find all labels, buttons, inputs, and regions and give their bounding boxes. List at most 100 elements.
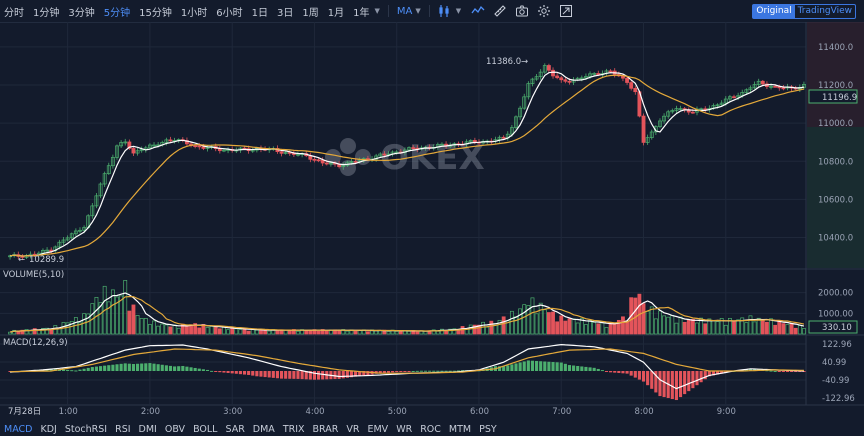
view-tradingview-button[interactable]: TradingView (797, 6, 852, 16)
camera-icon[interactable] (514, 3, 530, 19)
ruler-icon[interactable] (492, 3, 508, 19)
volume-bar (164, 324, 169, 335)
macd-bar (275, 371, 279, 379)
indicator-tab-rsi[interactable]: RSI (115, 424, 131, 435)
indicator-tab-psy[interactable]: PSY (479, 424, 497, 435)
candle-body (119, 142, 124, 147)
macd-bar (296, 371, 300, 379)
chevron-down-icon[interactable]: ▼ (455, 7, 462, 15)
volume-bar (707, 318, 712, 335)
indicator-dropdown[interactable]: MA ▼ (393, 6, 425, 17)
candle-body (139, 149, 144, 152)
candle-body (57, 241, 62, 248)
macd-bar (391, 371, 395, 373)
candle-body (518, 107, 523, 118)
macd-bar (127, 363, 131, 371)
volume-bar (670, 314, 675, 335)
timeframe-3[interactable]: 5分钟 (103, 7, 131, 19)
timeframe-2[interactable]: 3分钟 (68, 7, 95, 19)
timeframe-5[interactable]: 1小时 (180, 7, 208, 19)
candle-body (193, 145, 198, 147)
indicator-tab-macd[interactable]: MACD (4, 424, 33, 435)
macd-bar (403, 371, 407, 372)
macd-bar (279, 371, 284, 379)
indicator-tab-obv[interactable]: OBV (164, 424, 186, 435)
volume-bar (435, 330, 440, 335)
candle-body (690, 111, 695, 114)
candle-body (530, 78, 535, 85)
macd-bar (448, 370, 452, 372)
indicator-tab-trix[interactable]: TRIX (282, 424, 305, 435)
indicator-tab-brar[interactable]: BRAR (312, 424, 339, 435)
timeframe-8[interactable]: 3日 (276, 7, 294, 19)
volume-bar (719, 318, 724, 335)
timeframe-6[interactable]: 6小时 (216, 7, 243, 19)
macd-bar (308, 371, 312, 380)
timeframe-9[interactable]: 1周 (302, 7, 319, 19)
volume-bar (205, 326, 210, 335)
candle-body (152, 144, 156, 147)
chart-type-icon[interactable] (437, 3, 453, 19)
indicator-tab-sar[interactable]: SAR (225, 424, 245, 435)
macd-bar (785, 371, 790, 372)
indicator-tab-dma[interactable]: DMA (252, 424, 275, 435)
candle-body (316, 159, 321, 162)
indicator-tab-vr[interactable]: VR (346, 424, 360, 435)
candle-body (407, 147, 411, 151)
volume-bar (139, 318, 144, 335)
volume-bar (296, 330, 300, 335)
price-candles (8, 63, 806, 261)
macd-bar (633, 371, 637, 378)
volume-bar (797, 325, 802, 335)
volume-bar (127, 310, 132, 335)
settings-icon[interactable] (536, 3, 552, 19)
timeframe-0[interactable]: 分时 (4, 7, 24, 19)
candle-body (666, 111, 671, 117)
timeframe-7[interactable]: 1日 (251, 7, 268, 19)
candlestick-chart[interactable]: OKEX 11400.0 11200.0 11000.0 10800.0 10600.0… (0, 22, 864, 423)
timeframe-11[interactable]: 1年 (353, 7, 370, 19)
candle-body (197, 145, 202, 148)
indicator-tab-wr[interactable]: WR (396, 424, 413, 435)
macd-bar (378, 371, 382, 374)
macd-bar (66, 369, 70, 371)
macd-bar (629, 371, 633, 376)
volume-bars (8, 279, 806, 335)
timeframe-10[interactable]: 1月 (327, 7, 345, 19)
macd-axis-label: -40.99 (822, 376, 849, 386)
line-draw-icon[interactable] (470, 3, 486, 19)
macd-bar (214, 371, 218, 372)
indicator-tab-kdj[interactable]: KDJ (40, 424, 57, 435)
chevron-down-icon[interactable]: ▼ (374, 7, 380, 15)
fullscreen-icon[interactable] (558, 3, 574, 19)
indicator-tab-dmi[interactable]: DMI (138, 424, 157, 435)
indicator-tab-emv[interactable]: EMV (367, 424, 389, 435)
indicator-tab-roc[interactable]: ROC (420, 424, 441, 435)
macd-axis-label: 122.96 (822, 340, 852, 350)
volume-bar (653, 318, 658, 335)
indicator-tab-boll[interactable]: BOLL (193, 424, 218, 435)
volume-bar (119, 295, 124, 335)
indicator-tabs: MACD KDJ StochRSI RSI DMI OBV BOLL SAR DMA TRIX BR… (0, 423, 864, 436)
timeframe-1[interactable]: 1分钟 (33, 7, 60, 19)
candle-body (748, 87, 753, 91)
macd-bar (358, 371, 362, 377)
candle-body (82, 227, 87, 231)
macd-bar (238, 371, 242, 375)
volume-bar (756, 317, 761, 335)
low-annotation: 10289.9 (29, 255, 64, 265)
indicator-tab-stochrsi[interactable]: StochRSI (64, 424, 108, 435)
last-volume-value: 330.10 (822, 323, 852, 333)
candle-body (312, 158, 317, 161)
timeframe-4[interactable]: 15分钟 (139, 7, 172, 19)
view-original-button[interactable]: Original (753, 5, 795, 18)
price-axis-label: 10400.0 (818, 234, 853, 244)
candle-body (629, 82, 634, 89)
high-arrow-icon: → (521, 57, 528, 67)
indicator-tab-mtm[interactable]: MTM (448, 424, 472, 435)
macd-bar (711, 371, 716, 376)
candle-body (588, 73, 592, 77)
volume-bar (226, 329, 230, 335)
price-zone-up (807, 127, 864, 268)
candle-body (736, 95, 741, 98)
